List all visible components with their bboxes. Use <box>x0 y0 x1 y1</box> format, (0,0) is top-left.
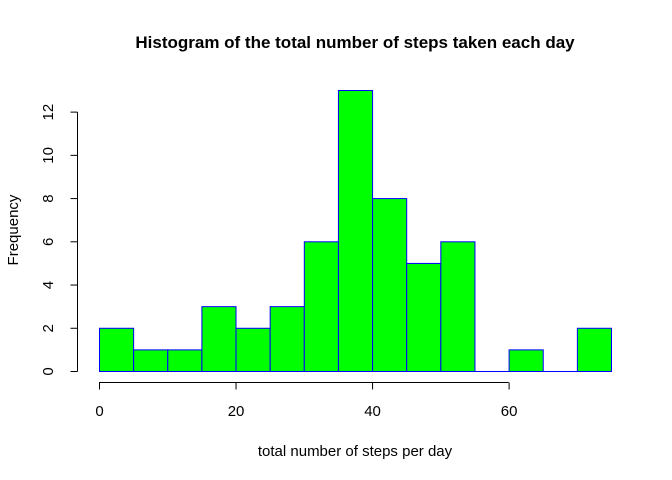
histogram-bar <box>99 327 135 372</box>
y-tick-label: 0 <box>40 367 57 375</box>
histogram-bar <box>576 327 612 372</box>
histogram-bar <box>508 349 544 372</box>
y-tick-label: 2 <box>40 324 57 332</box>
y-tick-label: 10 <box>40 147 57 164</box>
histogram-bar <box>269 306 305 372</box>
y-tick-label: 6 <box>40 238 57 246</box>
y-axis: 0 2 4 6 8 10 12 <box>40 104 78 376</box>
x-tick-label: 20 <box>228 403 245 420</box>
histogram-bar <box>235 327 271 372</box>
x-axis-label: total number of steps per day <box>258 443 453 460</box>
x-tick-label: 0 <box>95 403 103 420</box>
histogram-bar <box>372 198 408 372</box>
x-tick-label: 60 <box>501 403 518 420</box>
y-tick-label: 8 <box>40 194 57 202</box>
bars-group <box>99 90 612 372</box>
y-axis-label: Frequency <box>5 194 22 265</box>
y-tick-label: 12 <box>40 104 57 121</box>
histogram-bar <box>133 349 169 372</box>
histogram-bar <box>167 349 203 372</box>
histogram-bar <box>303 241 339 372</box>
chart-title: Histogram of the total number of steps t… <box>135 33 575 52</box>
histogram-bar <box>201 306 237 372</box>
histogram-bar <box>440 241 476 372</box>
x-axis: 0 20 40 60 <box>95 382 518 420</box>
histogram-bar <box>337 90 374 372</box>
y-tick-label: 4 <box>40 281 57 289</box>
x-tick-label: 40 <box>364 403 381 420</box>
histogram-bar <box>406 262 442 372</box>
